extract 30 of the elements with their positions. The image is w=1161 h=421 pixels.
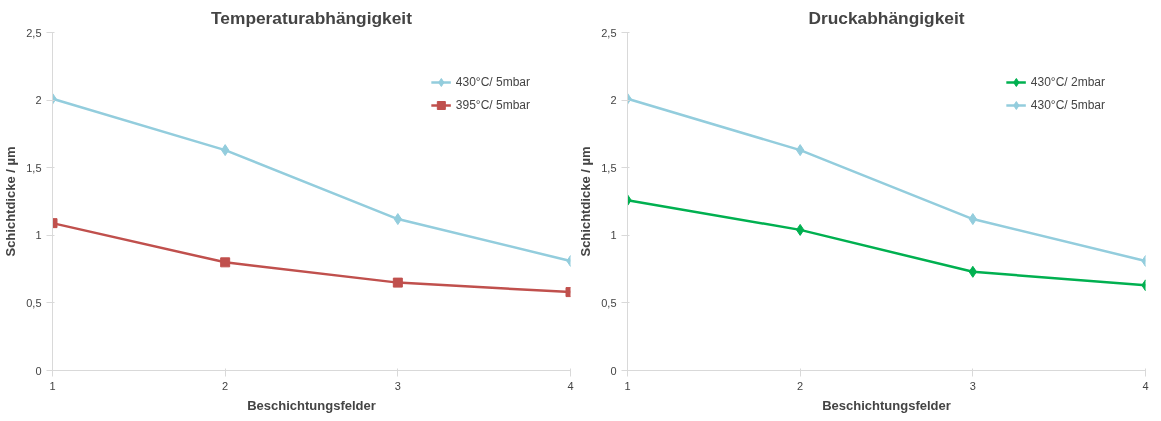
y-tick-label: 1,5 (601, 161, 617, 174)
chart-title: Druckabhängigkeit (808, 7, 965, 28)
y-axis-title: Schichtdicke / µm (578, 146, 594, 257)
chart-title: Temperaturabhängigkeit (211, 7, 413, 28)
y-tick-label: 0 (35, 364, 42, 377)
x-tick-label: 4 (567, 379, 574, 392)
x-tick-label: 3 (969, 379, 976, 392)
y-tick-label: 2,5 (26, 26, 42, 39)
x-tick-label: 3 (394, 379, 401, 392)
y-tick-label: 0,5 (26, 296, 42, 309)
x-tick-label: 2 (222, 379, 229, 392)
x-tick-label: 1 (49, 379, 56, 392)
y-tick-label: 1 (35, 229, 42, 242)
y-tick-label: 1,5 (26, 161, 42, 174)
x-tick-label: 4 (1142, 379, 1149, 392)
y-axis-title: Schichtdicke / µm (3, 146, 19, 257)
legend-label: 430°C/ 5mbar (1030, 98, 1105, 112)
y-tick-label: 2 (35, 94, 42, 107)
x-axis-title: Beschichtungsfelder (247, 397, 376, 413)
x-tick-label: 2 (797, 379, 804, 392)
legend-label: 430°C/ 2mbar (1030, 75, 1105, 89)
y-tick-label: 0 (610, 364, 617, 377)
y-tick-label: 2,5 (601, 26, 617, 39)
legend-label: 430°C/ 5mbar (455, 75, 530, 89)
y-tick-label: 1 (610, 229, 617, 242)
y-tick-label: 2 (610, 94, 617, 107)
x-axis-title: Beschichtungsfelder (822, 397, 951, 413)
legend-label: 395°C/ 5mbar (455, 98, 530, 112)
x-tick-label: 1 (624, 379, 631, 392)
y-tick-label: 0,5 (601, 296, 617, 309)
